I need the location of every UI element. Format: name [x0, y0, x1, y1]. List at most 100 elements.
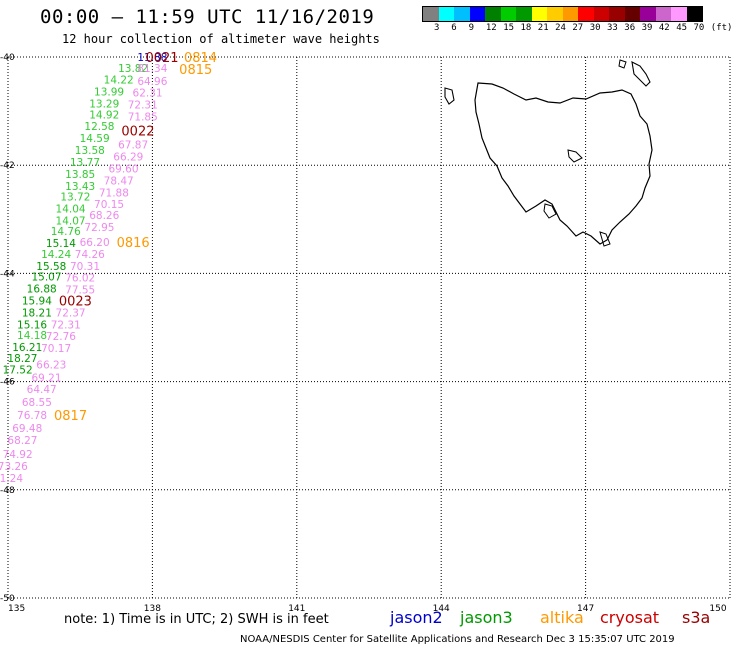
- scale-label: 33: [607, 23, 618, 33]
- wave-height-value: 64.96: [137, 76, 167, 88]
- wave-height-value: 73.26: [0, 461, 28, 473]
- wave-height-value: 11.88: [137, 52, 167, 64]
- wave-height-value: 72.31: [128, 100, 158, 112]
- small-islet-outline: [618, 59, 627, 69]
- latitude-label: -50: [0, 594, 15, 604]
- scale-swatch: [454, 7, 470, 21]
- scale-swatch: [531, 7, 547, 21]
- wave-height-value: 74.26: [75, 249, 105, 261]
- pass-time-label: 0023: [59, 294, 92, 309]
- wave-height-value: 78.47: [104, 175, 134, 187]
- wave-height-value: 15.94: [22, 295, 52, 307]
- wave-height-value: 18.27: [7, 353, 37, 365]
- wave-height-value: 81.34: [137, 63, 167, 75]
- scale-label: 30: [589, 23, 601, 33]
- scale-swatch: [640, 7, 656, 21]
- latitude-label: -44: [0, 269, 15, 279]
- wave-height-value: 18.21: [22, 307, 52, 319]
- scale-label: 36: [624, 23, 636, 33]
- king-island-outline: [444, 87, 455, 105]
- wave-height-value: 13.99: [94, 87, 124, 99]
- wave-height-value: 16.21: [12, 342, 42, 354]
- wave-height-value: 62.31: [133, 88, 163, 100]
- wave-height-value: 14.24: [41, 249, 71, 261]
- lat-lon-grid: [7, 56, 731, 599]
- wave-height-value: 15.07: [31, 272, 61, 284]
- scale-label: 39: [641, 23, 653, 33]
- scale-label: 12: [485, 23, 497, 33]
- scale-label: 6: [451, 23, 457, 33]
- wave-height-value: 69.48: [12, 423, 42, 435]
- wave-height-value: 14.18: [17, 330, 47, 342]
- longitude-label: 141: [288, 604, 305, 614]
- wave-height-value: 68.55: [22, 397, 52, 409]
- scale-swatch: [686, 7, 702, 21]
- wave-height-value: 13.72: [60, 192, 90, 204]
- wave-height-value: 70.15: [94, 199, 124, 211]
- bruny-island-outline: [599, 231, 611, 247]
- scale-swatch: [578, 7, 594, 21]
- scale-swatch: [469, 7, 485, 21]
- wave-height-value: 16.88: [27, 284, 57, 296]
- wave-height-value: 67.87: [118, 140, 148, 152]
- scale-swatch: [423, 7, 439, 21]
- wave-height-value: 14.04: [56, 203, 86, 215]
- lake-outline-1: [567, 149, 583, 163]
- scale-label: 9: [468, 23, 475, 33]
- wave-height-value: 68.26: [89, 210, 119, 222]
- wave-height-value: 70.17: [41, 343, 71, 355]
- wave-height-value: 12.58: [84, 121, 114, 133]
- scale-label: 21: [537, 23, 549, 33]
- tasmania-coastline: [474, 82, 653, 245]
- pass-time-label: 0817: [54, 409, 87, 424]
- longitude-label: 150: [709, 604, 726, 614]
- wave-height-value: 13.43: [65, 181, 95, 193]
- legend-s3a: s3a: [682, 608, 711, 627]
- wave-height-value: 72.37: [56, 307, 86, 319]
- longitude-label: 147: [577, 604, 594, 614]
- wave-height-value: 66.29: [113, 152, 143, 164]
- wave-height-value: 76.02: [65, 273, 95, 285]
- scale-label: 70: [693, 23, 705, 33]
- legend-altika: altika: [540, 608, 584, 627]
- wave-height-value: 15.14: [46, 238, 76, 250]
- latitude-label: -40: [0, 53, 15, 63]
- scale-swatch: [500, 7, 516, 21]
- latitude-label: -48: [0, 486, 15, 496]
- wave-height-value: 13.85: [65, 169, 95, 181]
- scale-label: 45: [676, 23, 688, 33]
- wave-height-value: 64.47: [27, 384, 57, 396]
- note-text: note: 1) Time is in UTC; 2) SWH is in fe…: [64, 612, 329, 627]
- scale-swatch: [438, 7, 454, 21]
- scale-swatch: [671, 7, 687, 21]
- wave-height-value: 13.29: [89, 99, 119, 111]
- scale-swatch: [516, 7, 532, 21]
- pass-time-label: 0021: [145, 51, 178, 66]
- wave-height-value: 74.92: [3, 449, 33, 461]
- page-subtitle: 12 hour collection of altimeter wave hei…: [62, 32, 380, 46]
- wave-height-value: 69.21: [31, 372, 61, 384]
- scale-swatch: [547, 7, 563, 21]
- scale-label: 3: [434, 23, 440, 33]
- wave-height-value: 66.20: [80, 237, 110, 249]
- wave-height-value: 72.95: [84, 222, 114, 234]
- wave-height-value: 15.58: [36, 261, 66, 273]
- scale-swatch: [593, 7, 609, 21]
- color-scale-bar: [422, 6, 703, 22]
- legend-jason3: jason3: [460, 608, 513, 627]
- wave-height-value: 14.59: [80, 133, 110, 145]
- scale-swatch: [609, 7, 625, 21]
- pass-time-label: 0816: [117, 236, 150, 251]
- wave-height-value: 76.78: [17, 410, 47, 422]
- wave-height-value: 15.16: [17, 319, 47, 331]
- wave-height-value: 71.85: [128, 112, 158, 124]
- wave-height-value: 14.92: [89, 109, 119, 121]
- wave-height-value: 72.31: [51, 319, 81, 331]
- wave-height-value: 77.55: [65, 285, 95, 297]
- longitude-label: 138: [144, 604, 161, 614]
- scale-label: 24: [555, 23, 566, 33]
- wave-height-value: 14.07: [56, 215, 86, 227]
